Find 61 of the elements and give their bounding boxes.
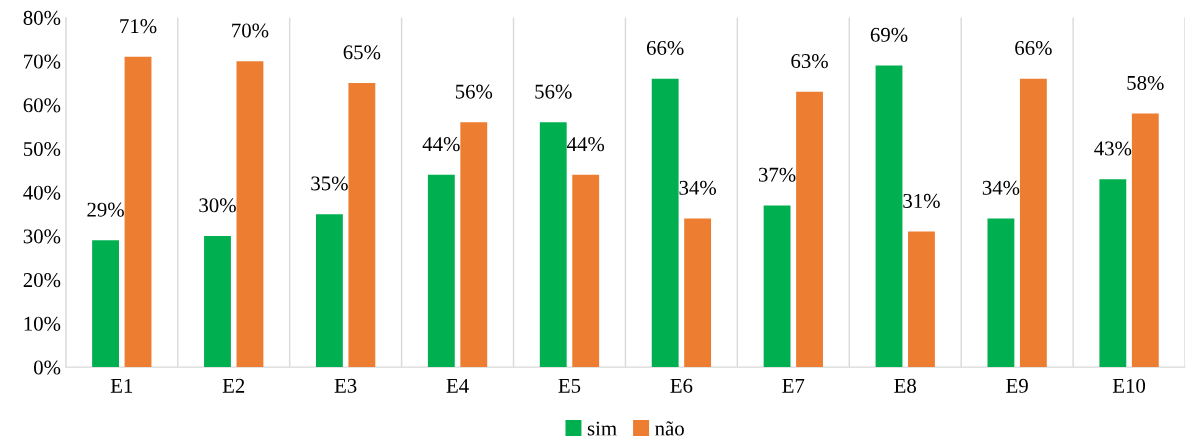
- bar: [572, 174, 600, 368]
- data-label: 44%: [567, 137, 605, 152]
- bar: [348, 83, 376, 368]
- bar: [204, 235, 231, 368]
- x-tick-label: E10: [1112, 378, 1146, 393]
- bar: [539, 122, 567, 368]
- data-label: 34%: [982, 180, 1020, 195]
- x-tick-label: E3: [334, 378, 357, 393]
- y-tick-label: 20%: [23, 273, 61, 288]
- bar: [875, 65, 903, 368]
- data-label: 70%: [232, 23, 269, 38]
- bar: [684, 218, 712, 368]
- y-tick-label: 70%: [24, 54, 61, 69]
- x-tick-label: E6: [670, 378, 693, 393]
- bar: [124, 56, 152, 368]
- data-label: 71%: [120, 19, 157, 34]
- y-tick-label: 80%: [23, 10, 61, 25]
- bar: [460, 122, 488, 368]
- data-label: 35%: [311, 176, 348, 191]
- data-label: 58%: [1127, 75, 1164, 91]
- data-label: 69%: [870, 27, 908, 42]
- x-tick-label: E1: [110, 378, 133, 393]
- data-label: 34%: [679, 180, 716, 195]
- legend-label: não: [655, 421, 684, 436]
- y-tick-label: 50%: [24, 141, 61, 157]
- data-label: 30%: [199, 198, 236, 213]
- x-tick-label: E4: [446, 378, 469, 393]
- data-label: 56%: [535, 84, 572, 99]
- data-label: 66%: [1015, 40, 1052, 56]
- bar: [236, 61, 264, 368]
- data-label: 66%: [646, 40, 684, 56]
- y-tick-label: 30%: [23, 229, 61, 244]
- bar: [92, 240, 119, 368]
- bar: [1131, 113, 1159, 368]
- x-tick-label: E5: [558, 379, 581, 393]
- data-label: 31%: [903, 193, 940, 208]
- bar: [1019, 78, 1047, 368]
- bar: [651, 78, 679, 368]
- y-tick-label: 0%: [34, 360, 61, 375]
- bar: [1099, 179, 1127, 368]
- data-label: 43%: [1094, 141, 1132, 156]
- x-tick-label: E8: [894, 378, 917, 393]
- data-label: 29%: [87, 202, 124, 217]
- x-tick-label: E2: [222, 378, 245, 393]
- bar: [796, 91, 823, 368]
- bar: [763, 205, 791, 368]
- data-label: 44%: [422, 137, 460, 152]
- x-tick-label: E9: [1006, 378, 1028, 393]
- bar: [908, 231, 935, 368]
- data-label: 63%: [791, 54, 828, 69]
- data-label: 37%: [758, 167, 796, 182]
- data-label: 56%: [455, 84, 493, 99]
- bar: [427, 174, 455, 368]
- x-tick-label: E7: [782, 379, 805, 393]
- bar: [987, 218, 1015, 368]
- legend-label: sim: [587, 421, 617, 436]
- data-label: 65%: [343, 45, 381, 60]
- y-tick-label: 10%: [24, 316, 61, 331]
- y-tick-label: 40%: [23, 185, 61, 200]
- y-tick-label: 60%: [23, 98, 61, 113]
- bar: [315, 214, 343, 368]
